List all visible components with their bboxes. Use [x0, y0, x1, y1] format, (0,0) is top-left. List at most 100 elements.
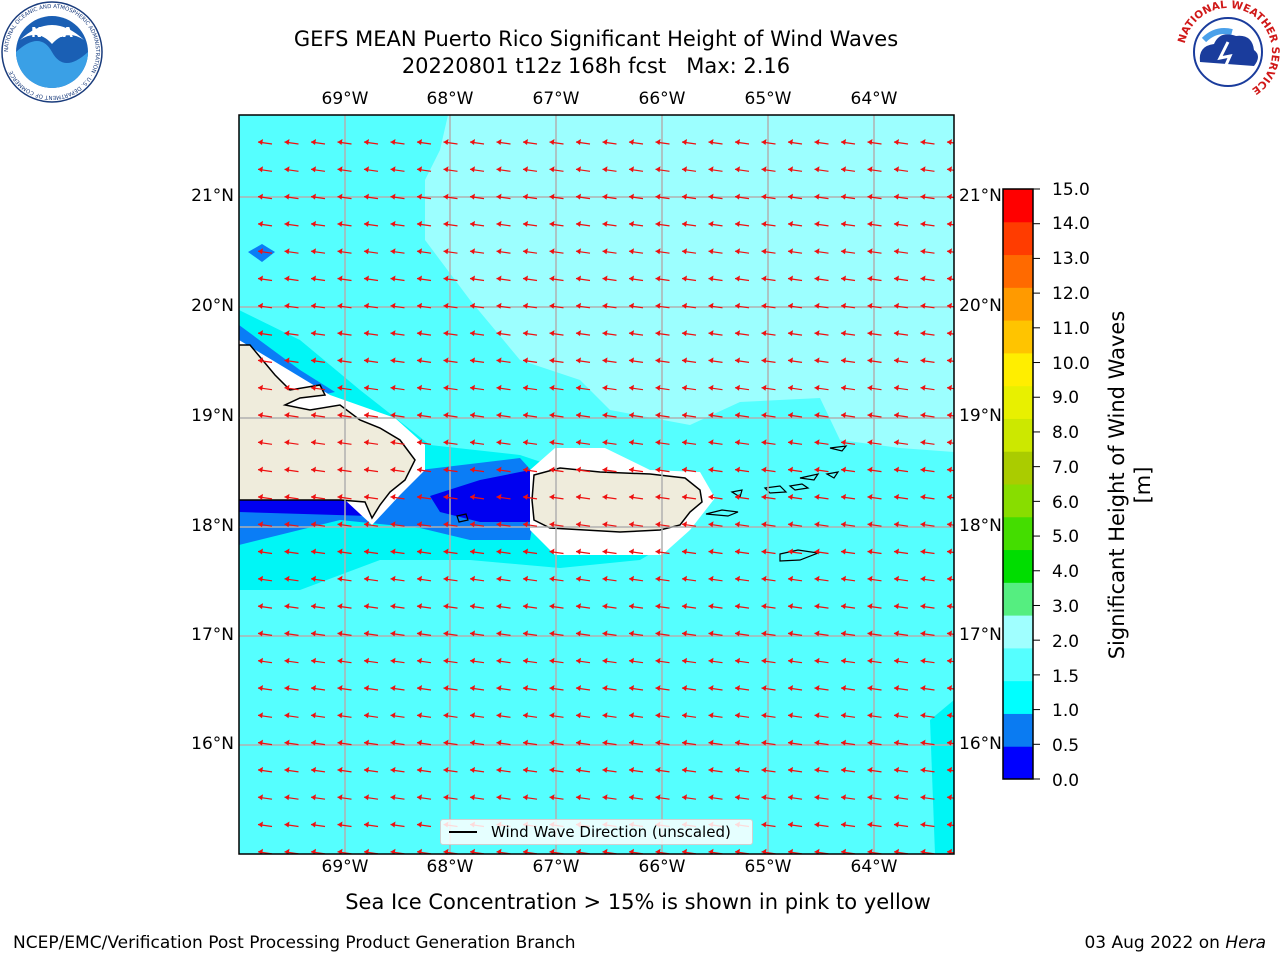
- wave-direction-arrowhead: [523, 166, 528, 173]
- wave-direction-arrowhead: [443, 139, 449, 145]
- wave-direction-arrowhead: [947, 220, 952, 227]
- wave-direction-arrowhead: [258, 275, 263, 282]
- wave-direction-arrowhead: [602, 330, 608, 337]
- wave-direction-arrowhead: [311, 412, 316, 418]
- wave-direction-arrowhead: [708, 685, 714, 691]
- wave-direction-arrowhead: [867, 302, 873, 309]
- wave-direction-arrowhead: [523, 275, 528, 282]
- wave-direction-arrowhead: [920, 521, 926, 528]
- wave-direction-arrowhead: [788, 575, 793, 582]
- wave-direction-arrowhead: [708, 330, 714, 337]
- wave-direction-arrowhead: [841, 685, 846, 691]
- wave-direction-arrowhead: [947, 139, 952, 145]
- wave-direction-arrowhead: [417, 412, 422, 418]
- wave-direction-arrowhead: [284, 139, 290, 145]
- wave-direction-arrowhead: [443, 521, 449, 528]
- wave-direction-arrowhead: [708, 575, 714, 582]
- wave-direction-arrowhead: [814, 603, 820, 610]
- wave-direction-arrowhead: [867, 848, 873, 854]
- wave-direction-arrowhead: [761, 330, 767, 337]
- wave-direction-arrowhead: [576, 548, 581, 555]
- colorbar-tick: 14.0: [1052, 214, 1090, 234]
- wave-direction-arrowhead: [841, 766, 846, 773]
- wave-direction-arrowhead: [867, 193, 873, 200]
- wave-direction-arrowhead: [814, 685, 820, 691]
- wave-direction-arrowhead: [682, 466, 687, 473]
- wave-direction-arrowhead: [682, 712, 687, 719]
- lon-label-bottom: 69°W: [321, 857, 369, 877]
- wave-direction-arrowhead: [629, 139, 634, 145]
- host-name: Hera: [1225, 933, 1266, 953]
- wave-direction-arrowhead: [417, 466, 422, 473]
- wave-direction-arrowhead: [284, 357, 290, 364]
- wave-direction-arrowhead: [841, 493, 846, 500]
- wave-direction-arrowhead: [602, 766, 608, 773]
- wave-direction-arrowhead: [284, 493, 290, 500]
- wave-direction-arrowhead: [549, 139, 555, 145]
- wave-direction-arrowhead: [894, 575, 899, 582]
- colorbar-tick: 6.0: [1052, 493, 1080, 513]
- wave-direction-arrowhead: [761, 739, 767, 746]
- wave-direction-arrowhead: [390, 575, 396, 582]
- wave-direction-arrowhead: [867, 439, 873, 446]
- wave-direction-arrowhead: [602, 275, 608, 282]
- wave-direction-arrowhead: [470, 630, 475, 637]
- wave-direction-arrowhead: [602, 739, 608, 746]
- wave-direction-arrowhead: [894, 384, 899, 391]
- wave-direction-arrowhead: [364, 685, 369, 691]
- wave-direction-arrowhead: [682, 548, 687, 555]
- wave-direction-arrowhead: [814, 630, 820, 637]
- wave-direction-arrowhead: [920, 166, 926, 173]
- wave-direction-arrowhead: [761, 275, 767, 282]
- wave-direction-arrowhead: [788, 166, 793, 173]
- wave-direction-arrowhead: [761, 384, 767, 391]
- wave-direction-arrowhead: [841, 357, 846, 364]
- wave-direction-arrowhead: [735, 766, 740, 773]
- wave-direction-arrowhead: [708, 412, 714, 418]
- wave-direction-arrowhead: [947, 412, 952, 418]
- wave-direction-arrowhead: [390, 357, 396, 364]
- wave-direction-arrowhead: [523, 139, 528, 145]
- wave-direction-arrowhead: [258, 384, 263, 391]
- wave-direction-arrowhead: [920, 712, 926, 719]
- wave-direction-arrowhead: [682, 493, 687, 500]
- wave-direction-arrowhead: [337, 521, 343, 528]
- wave-direction-arrowhead: [947, 357, 952, 364]
- wave-direction-arrowhead: [576, 466, 581, 473]
- wave-direction-arrowhead: [629, 848, 634, 854]
- colorbar-tick: 15.0: [1052, 180, 1090, 200]
- wave-direction-arrowhead: [708, 220, 714, 227]
- wave-direction-arrowhead: [258, 821, 263, 828]
- wave-direction-arrowhead: [390, 630, 396, 637]
- wave-direction-arrowhead: [814, 139, 820, 145]
- colorbar-tick: 0.0: [1052, 771, 1080, 791]
- wave-direction-arrowhead: [576, 493, 581, 500]
- wave-direction-arrowhead: [867, 248, 873, 255]
- wave-direction-arrowhead: [867, 575, 873, 582]
- wave-direction-arrowhead: [443, 220, 449, 227]
- wave-direction-arrowhead: [788, 139, 793, 145]
- lat-label-right: 17°N: [959, 625, 1002, 645]
- wave-direction-arrowhead: [443, 302, 449, 309]
- wave-direction-arrowhead: [841, 466, 846, 473]
- wave-direction-arrowhead: [947, 166, 952, 173]
- wave-direction-arrowhead: [761, 630, 767, 637]
- wave-direction-arrowhead: [735, 302, 740, 309]
- wave-direction-arrowhead: [894, 330, 899, 337]
- wave-direction-arrowhead: [364, 384, 369, 391]
- wave-direction-arrowhead: [788, 848, 793, 854]
- wave-direction-arrowhead: [311, 384, 316, 391]
- wave-direction-arrowhead: [629, 384, 634, 391]
- wave-direction-arrowhead: [655, 712, 661, 719]
- wave-direction-arrowhead: [523, 193, 528, 200]
- wave-direction-arrowhead: [523, 521, 528, 528]
- wave-direction-arrowhead: [947, 575, 952, 582]
- wave-direction-arrowhead: [496, 384, 502, 391]
- wave-direction-arrowhead: [602, 412, 608, 418]
- island-culebra: [730, 489, 743, 498]
- wave-direction-arrowhead: [894, 412, 899, 418]
- wave-direction-arrowhead: [549, 302, 555, 309]
- wave-direction-arrowhead: [549, 466, 555, 473]
- wave-direction-arrowhead: [867, 821, 873, 828]
- wave-direction-arrowhead: [390, 439, 396, 446]
